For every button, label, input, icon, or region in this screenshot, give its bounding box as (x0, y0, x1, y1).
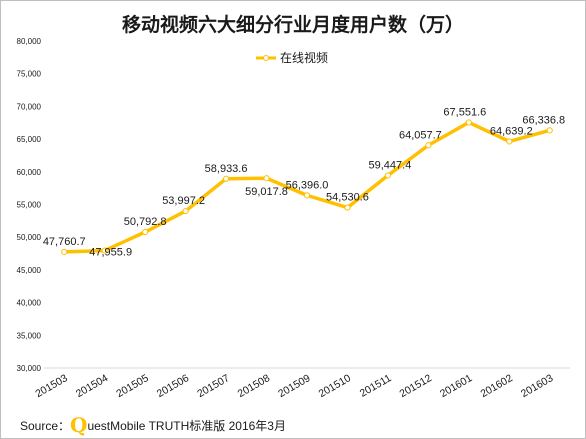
chart-title: 移动视频六大细分行业月度用户数（万） (121, 14, 464, 36)
y-tick-label: 45,000 (17, 266, 42, 275)
x-tick-label: 201509 (276, 372, 312, 400)
data-label: 56,396.0 (286, 179, 329, 191)
x-tick-label: 201505 (114, 372, 150, 400)
x-tick-label: 201506 (155, 372, 191, 400)
x-tick-label: 201511 (358, 372, 394, 400)
y-tick-label: 70,000 (17, 102, 42, 111)
data-label: 47,760.7 (43, 236, 86, 248)
data-point (384, 172, 392, 179)
data-point (61, 248, 68, 255)
data-label: 67,551.6 (443, 106, 486, 118)
y-tick-label: 80,000 (17, 37, 42, 46)
x-tick-label: 201601 (438, 372, 474, 400)
x-tick-label: 201508 (236, 372, 272, 400)
y-tick-label: 60,000 (17, 168, 42, 177)
y-tick-label: 40,000 (17, 299, 42, 308)
y-tick-label: 65,000 (17, 135, 42, 144)
data-label: 58,933.6 (205, 163, 248, 175)
data-label: 53,997.2 (162, 195, 205, 207)
data-label: 50,792.8 (124, 216, 167, 228)
y-tick-label: 75,000 (17, 70, 42, 79)
source-note: Source：QuestMobile TRUTH标准版 2016年3月 (20, 413, 286, 437)
y-tick-label: 50,000 (17, 233, 42, 242)
data-point (506, 138, 513, 145)
data-point (344, 204, 351, 211)
data-point (303, 192, 311, 199)
x-tick-label: 201507 (195, 372, 231, 400)
data-label: 64,057.7 (399, 129, 442, 141)
x-tick-label: 201512 (398, 372, 434, 400)
source-label: Source： (20, 419, 71, 433)
x-tick-label: 201503 (33, 372, 69, 400)
data-point (222, 175, 230, 182)
data-point (546, 127, 553, 134)
data-label: 54,530.6 (326, 192, 369, 204)
data-point (101, 247, 108, 254)
data-point (465, 119, 472, 126)
data-label: 59,017.8 (245, 186, 288, 198)
x-tick-label: 201510 (317, 372, 353, 400)
y-tick-label: 55,000 (17, 201, 42, 210)
y-tick-label: 35,000 (17, 331, 42, 340)
source-text: uestMobile TRUTH标准版 2016年3月 (87, 419, 286, 433)
data-label: 59,447.4 (369, 159, 412, 171)
legend-label-series: 在线视频 (280, 50, 328, 65)
data-label: 66,336.8 (522, 114, 565, 126)
x-tick-label: 201603 (519, 372, 555, 400)
y-tick-label: 30,000 (17, 364, 42, 373)
legend-marker-swatch (263, 55, 269, 61)
data-point (182, 207, 189, 215)
data-label: 64,639.2 (490, 125, 533, 137)
data-point (263, 175, 270, 182)
data-label: 47,955.9 (89, 247, 132, 259)
data-point (425, 142, 432, 149)
x-tick-label: 201602 (478, 372, 514, 400)
x-tick-label: 201504 (74, 372, 110, 400)
data-point (142, 228, 149, 236)
questmobile-logo-letter: Q (70, 413, 88, 437)
